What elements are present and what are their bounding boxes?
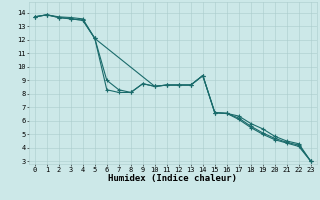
X-axis label: Humidex (Indice chaleur): Humidex (Indice chaleur) <box>108 174 237 183</box>
